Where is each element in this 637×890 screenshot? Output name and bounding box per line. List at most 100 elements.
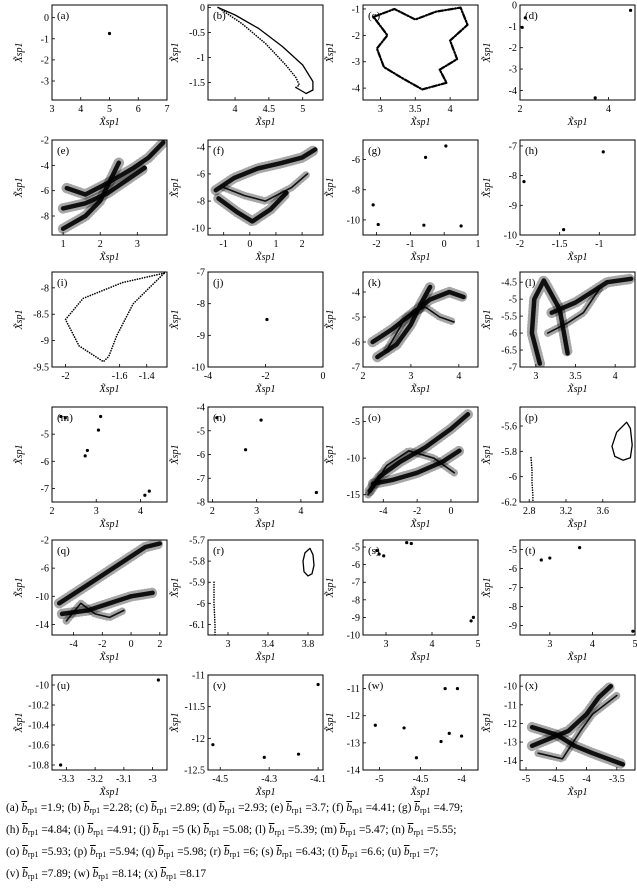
y-tick-label: -8 [41, 283, 49, 294]
parameter-value: =4.41; [362, 802, 396, 814]
x-tick-label: -1.4 [139, 371, 155, 382]
y-tick-label: -8 [41, 212, 49, 223]
y-tick-label: -7 [352, 363, 360, 374]
x-tick-label: -1 [220, 239, 228, 250]
y-tick-label: -6 [509, 564, 517, 575]
plot-frame [51, 139, 168, 236]
data-point [447, 731, 451, 735]
attractor-band [370, 448, 462, 486]
y-tick-label: -8 [509, 171, 517, 182]
y-tick-label: -10.8 [28, 761, 49, 772]
x-tick-label: 2 [98, 239, 103, 250]
parameter-subscript: rp1 [282, 850, 293, 859]
y-tick-label: -2 [41, 536, 49, 547]
y-tick-label: -9 [509, 621, 517, 632]
data-point [211, 743, 215, 747]
y-tick-label: -13 [347, 738, 360, 749]
caption-panel-label: (g) [398, 802, 415, 814]
y-axis-label: X̃̇sp1 [12, 178, 25, 199]
y-tick-label: -6 [352, 560, 360, 571]
panel-q: (q) -4 -2 0 2 -2 -6 -10 -14 X̃sp1 X̃̇sp1 [12, 536, 168, 663]
x-axis-label: X̃sp1 [255, 517, 276, 530]
data-point [296, 752, 301, 756]
parameter-symbol: b [218, 802, 225, 814]
plot-area [371, 144, 463, 228]
x-tick-label: 5 [300, 104, 305, 115]
parameter-subscript: rp1 [158, 828, 170, 837]
x-tick-label: 3 [408, 371, 413, 382]
parameter-symbol: b [346, 802, 353, 814]
panel-label: (s) [368, 545, 380, 557]
attractor-band [549, 276, 634, 315]
panel-label: (r) [213, 545, 224, 557]
data-point [107, 31, 112, 36]
parameter-value: =5.98; [174, 846, 207, 858]
y-tick-label: -11 [504, 700, 517, 711]
trajectory-curve [217, 6, 314, 95]
y-axis-label: X̃̇sp1 [323, 578, 336, 599]
y-axis-label: X̃̇sp1 [12, 713, 25, 734]
panel-j: (j) -4 -2 0 -7 -8 -9 -10 X̃sp1 X̃̇sp1 [168, 268, 325, 396]
y-tick-label: -8.5 [33, 310, 49, 321]
parameter-subscript: rp1 [345, 828, 357, 837]
parameter-subscript: rp1 [274, 828, 286, 837]
x-tick-label: -2 [61, 371, 69, 382]
caption-panel-label: (r) [209, 846, 224, 858]
y-tick-label: -12.5 [184, 766, 205, 777]
parameter-subscript: rp1 [27, 806, 38, 815]
parameter-value: =5.47; [356, 824, 389, 836]
plot-area [364, 409, 474, 499]
data-point [215, 416, 219, 420]
trajectory-curve [213, 581, 216, 635]
attractor-scatter [364, 446, 459, 499]
y-tick-label: -6 [197, 450, 205, 461]
x-axis-label: X̃sp1 [255, 382, 276, 395]
attractor-scatter [372, 281, 436, 363]
panel-label: (q) [57, 545, 70, 557]
y-tick-label: -4 [197, 403, 205, 414]
attractor-scatter [534, 691, 621, 764]
y-axis-label: X̃̇sp1 [12, 578, 25, 599]
y-tick-label: -5 [41, 430, 49, 441]
plot-frame [362, 406, 479, 503]
x-tick-label: 3 [384, 639, 389, 650]
caption-panel-label: (e) [270, 802, 287, 814]
x-axis-label: X̃sp1 [410, 650, 431, 663]
panel-l: (l) 3 3.5 4 -4.5 -5 -5.5 -6 -6.5 -7 X̃sp1 X̃̇sp1 [480, 271, 636, 395]
y-tick-label: -8 [509, 602, 517, 613]
data-point [628, 8, 633, 12]
plot-area [64, 272, 166, 363]
parameter-symbol: b [22, 868, 28, 880]
caption-panel-label: (x) [144, 868, 161, 880]
y-tick-label: -8 [352, 185, 360, 196]
attractor-band [375, 284, 433, 360]
data-point [439, 739, 443, 744]
x-tick-label: -4 [69, 639, 77, 650]
plot-area [520, 8, 633, 100]
plot-area [215, 416, 318, 495]
attractor-scatter [213, 187, 292, 228]
plot-frame [51, 674, 168, 771]
parameter-value: =5 [169, 824, 185, 836]
plot-area [522, 150, 605, 232]
x-tick-label: 0 [321, 371, 326, 382]
y-tick-label: -1 [352, 4, 360, 15]
caption-line: (o) brp1 =5.93; (p) brp1 =5.94; (q) brp1 =… [6, 841, 632, 863]
caption-panel-label: (u) [387, 846, 404, 858]
x-tick-label: -4 [379, 506, 387, 517]
data-point [548, 556, 552, 560]
data-point [423, 155, 428, 159]
panel-label: (f) [213, 145, 224, 157]
data-point [459, 734, 464, 738]
parameter-symbol: b [157, 846, 164, 858]
y-axis-label: X̃̇sp1 [12, 43, 25, 64]
y-tick-label: -1 [41, 34, 49, 45]
y-tick-label: -1.5 [189, 78, 205, 89]
caption-panel-label: (c) [135, 802, 151, 814]
data-point [601, 150, 605, 154]
y-tick-label: -7 [509, 141, 517, 152]
attractor-scatter [526, 721, 629, 770]
panel-label: (p) [525, 412, 538, 424]
panel-e: (e) 1 2 3 -2 -4 -6 -8 X̃sp1 X̃̇sp1 [12, 136, 168, 263]
